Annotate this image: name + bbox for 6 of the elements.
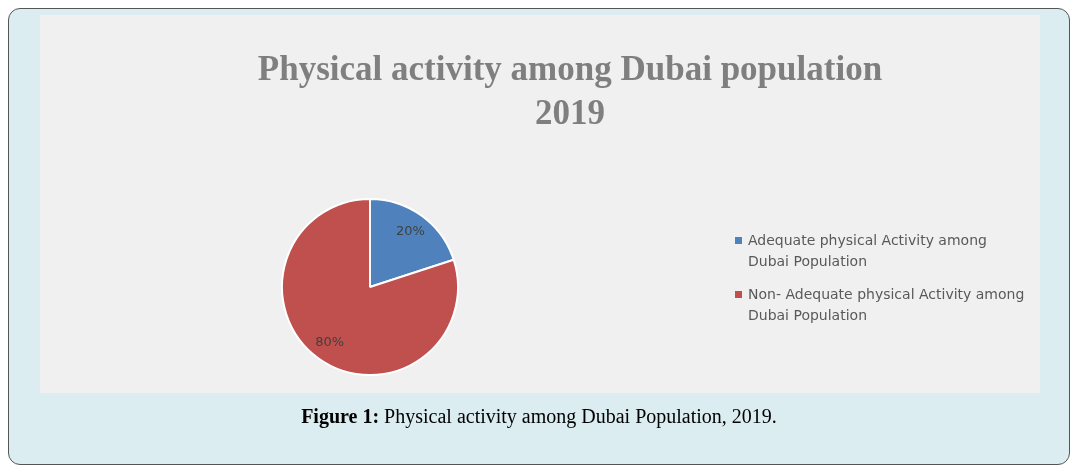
legend-label: Adequate physical Activity among Dubai Population bbox=[748, 231, 988, 271]
data-label: 20% bbox=[395, 222, 425, 238]
legend-label: Non- Adequate physical Activity among Dubai Population bbox=[748, 285, 1025, 325]
data-label: 80% bbox=[315, 333, 345, 349]
chart-title: Physical activity among Dubai population 2019 bbox=[256, 48, 884, 134]
caption: Figure 1: Physical activity among Dubai Population, 2019. bbox=[301, 405, 777, 427]
